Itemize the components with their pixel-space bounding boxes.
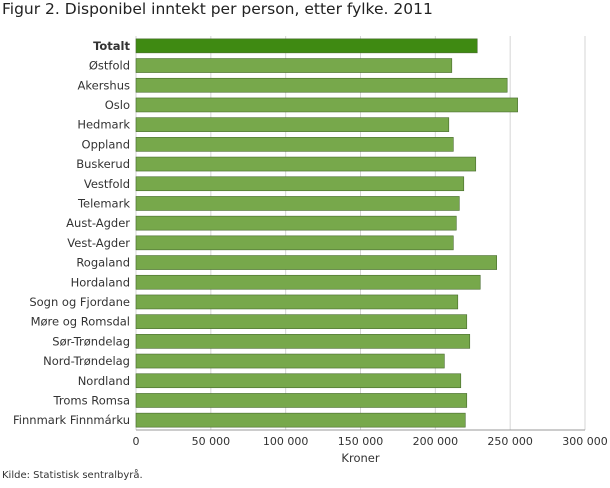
x-axis-title: Kroner <box>341 451 379 465</box>
category-label: Totalt <box>93 39 130 53</box>
category-label: Finnmark Finnmárku <box>13 413 130 427</box>
category-label: Møre og Romsdal <box>31 315 130 329</box>
category-label: Vestfold <box>84 177 130 191</box>
bar <box>135 156 477 172</box>
bar <box>135 314 468 329</box>
bar <box>135 274 481 290</box>
x-tick-label: 200 000 <box>413 435 459 448</box>
bar <box>135 58 453 73</box>
x-tick-label: 150 000 <box>338 435 384 448</box>
category-label: Aust-Agder <box>66 216 130 230</box>
bar <box>135 235 454 251</box>
bar <box>135 97 518 113</box>
category-label: Østfold <box>89 59 130 73</box>
x-tick-label: 0 <box>133 435 140 448</box>
bar <box>135 215 457 231</box>
chart-title: Figur 2. Disponibel inntekt per person, … <box>2 0 433 18</box>
bar <box>135 334 471 349</box>
category-label: Hordaland <box>71 275 130 289</box>
bar <box>135 117 450 132</box>
category-label: Nordland <box>78 374 130 388</box>
category-label: Hedmark <box>77 118 130 132</box>
category-label: Buskerud <box>76 157 130 171</box>
category-label: Akershus <box>78 78 130 92</box>
category-label: Oslo <box>105 98 130 112</box>
x-tick-label: 250 000 <box>487 435 533 448</box>
category-label: Rogaland <box>76 256 130 270</box>
category-label: Sogn og Fjordane <box>29 295 130 309</box>
bar <box>135 353 445 369</box>
category-label: Sør-Trøndelag <box>52 334 130 348</box>
category-label: Troms Romsa <box>53 393 130 407</box>
bar <box>135 373 462 389</box>
x-tick-label: 50 000 <box>192 435 231 448</box>
bar <box>135 294 459 310</box>
bar <box>135 176 465 192</box>
bar <box>135 196 460 211</box>
bar <box>135 77 508 93</box>
category-label: Telemark <box>77 196 130 210</box>
x-tick-label: 300 000 <box>562 435 608 448</box>
category-label: Vest-Agder <box>67 236 130 250</box>
bar <box>135 255 497 270</box>
source-note: Kilde: Statistisk sentralbyrå. <box>2 470 143 481</box>
category-label: Nord-Trøndelag <box>43 354 130 368</box>
category-label: Oppland <box>82 137 130 151</box>
x-tick-label: 100 000 <box>263 435 309 448</box>
bar <box>135 38 478 54</box>
bar <box>135 412 466 428</box>
bar <box>135 393 468 408</box>
bar <box>135 137 454 152</box>
